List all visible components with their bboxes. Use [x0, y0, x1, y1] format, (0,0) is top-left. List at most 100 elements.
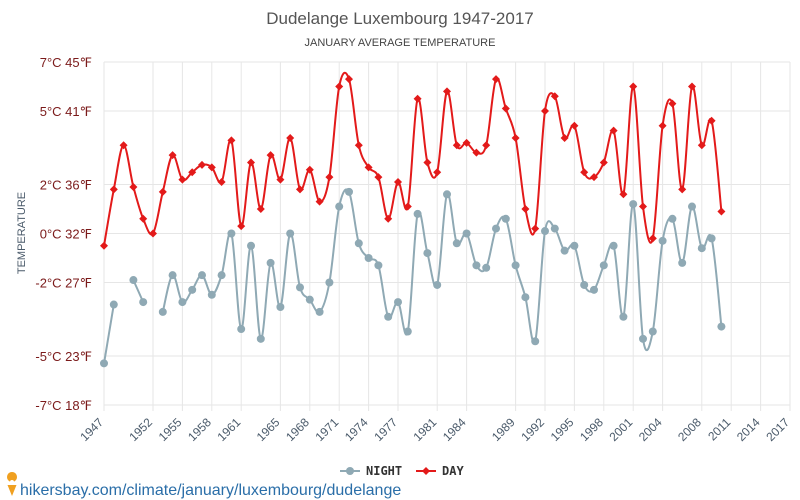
- point-day[interactable]: [158, 187, 167, 196]
- point-day[interactable]: [207, 163, 216, 172]
- point-night[interactable]: [100, 359, 108, 368]
- point-night[interactable]: [403, 327, 412, 336]
- point-day[interactable]: [531, 224, 540, 233]
- point-night[interactable]: [266, 258, 275, 267]
- point-night[interactable]: [619, 312, 628, 321]
- point-day[interactable]: [247, 158, 255, 167]
- point-day[interactable]: [472, 148, 481, 157]
- point-night[interactable]: [198, 271, 206, 280]
- point-night[interactable]: [394, 298, 402, 307]
- point-day[interactable]: [413, 94, 422, 103]
- point-night[interactable]: [335, 202, 344, 211]
- point-night[interactable]: [325, 278, 334, 287]
- point-night[interactable]: [590, 285, 598, 294]
- point-night[interactable]: [668, 214, 677, 223]
- point-day[interactable]: [629, 82, 638, 91]
- point-night[interactable]: [168, 271, 177, 280]
- point-day[interactable]: [345, 75, 353, 84]
- point-day[interactable]: [139, 214, 148, 223]
- point-day[interactable]: [501, 104, 510, 113]
- point-night[interactable]: [129, 276, 138, 285]
- point-day[interactable]: [423, 158, 432, 167]
- point-night[interactable]: [286, 229, 295, 238]
- point-day[interactable]: [305, 165, 314, 174]
- point-night[interactable]: [717, 322, 726, 331]
- point-night[interactable]: [296, 283, 304, 292]
- point-night[interactable]: [423, 249, 432, 258]
- point-day[interactable]: [443, 87, 451, 96]
- point-day[interactable]: [296, 185, 304, 194]
- point-night[interactable]: [678, 258, 687, 267]
- point-day[interactable]: [325, 173, 334, 182]
- point-day[interactable]: [129, 182, 138, 191]
- point-day[interactable]: [521, 205, 530, 213]
- point-night[interactable]: [570, 241, 579, 250]
- point-night[interactable]: [374, 261, 383, 270]
- point-day[interactable]: [100, 241, 108, 250]
- point-night[interactable]: [364, 254, 373, 262]
- point-night[interactable]: [609, 241, 618, 250]
- point-night[interactable]: [227, 229, 236, 238]
- point-night[interactable]: [541, 227, 549, 236]
- point-day[interactable]: [462, 138, 471, 147]
- point-night[interactable]: [531, 337, 540, 346]
- point-day[interactable]: [237, 222, 246, 231]
- point-day[interactable]: [384, 214, 393, 223]
- point-night[interactable]: [207, 290, 216, 299]
- point-night[interactable]: [188, 285, 197, 294]
- point-night[interactable]: [139, 298, 148, 307]
- point-night[interactable]: [501, 214, 510, 223]
- point-night[interactable]: [648, 327, 657, 336]
- point-day[interactable]: [217, 178, 226, 187]
- point-day[interactable]: [678, 185, 687, 194]
- point-day[interactable]: [452, 141, 461, 150]
- point-day[interactable]: [276, 175, 285, 184]
- point-night[interactable]: [217, 271, 226, 280]
- point-night[interactable]: [492, 224, 500, 233]
- point-day[interactable]: [227, 136, 236, 145]
- point-day[interactable]: [403, 202, 412, 211]
- point-day[interactable]: [286, 133, 295, 142]
- legend-item-night[interactable]: NIGHT: [340, 464, 402, 478]
- point-day[interactable]: [599, 158, 608, 167]
- point-day[interactable]: [335, 82, 344, 91]
- point-night[interactable]: [639, 334, 647, 343]
- point-day[interactable]: [315, 197, 324, 206]
- point-night[interactable]: [707, 234, 716, 243]
- point-night[interactable]: [550, 224, 559, 233]
- point-day[interactable]: [149, 229, 157, 238]
- point-day[interactable]: [648, 234, 657, 243]
- point-night[interactable]: [599, 261, 608, 270]
- point-night[interactable]: [247, 241, 255, 250]
- point-day[interactable]: [119, 141, 128, 150]
- point-day[interactable]: [354, 141, 363, 150]
- point-day[interactable]: [168, 151, 177, 160]
- point-night[interactable]: [629, 200, 638, 209]
- point-night[interactable]: [511, 261, 520, 270]
- point-day[interactable]: [256, 205, 265, 213]
- point-night[interactable]: [413, 209, 422, 218]
- point-day[interactable]: [560, 133, 569, 142]
- point-day[interactable]: [266, 151, 275, 160]
- point-night[interactable]: [482, 263, 491, 272]
- point-night[interactable]: [433, 280, 442, 289]
- point-day[interactable]: [590, 173, 598, 182]
- point-day[interactable]: [609, 126, 618, 135]
- point-day[interactable]: [668, 99, 677, 108]
- point-day[interactable]: [580, 168, 589, 177]
- point-night[interactable]: [521, 293, 530, 302]
- point-day[interactable]: [364, 163, 373, 172]
- point-night[interactable]: [256, 334, 265, 343]
- point-night[interactable]: [580, 280, 589, 289]
- point-night[interactable]: [345, 187, 353, 196]
- point-day[interactable]: [109, 185, 118, 194]
- point-night[interactable]: [452, 239, 461, 248]
- point-night[interactable]: [384, 312, 393, 321]
- point-day[interactable]: [697, 141, 706, 150]
- point-night[interactable]: [462, 229, 471, 238]
- point-night[interactable]: [658, 236, 667, 245]
- source-link[interactable]: hikersbay.com/climate/january/luxembourg…: [7, 472, 401, 499]
- point-day[interactable]: [492, 75, 500, 84]
- point-day[interactable]: [374, 173, 383, 182]
- point-day[interactable]: [570, 121, 579, 130]
